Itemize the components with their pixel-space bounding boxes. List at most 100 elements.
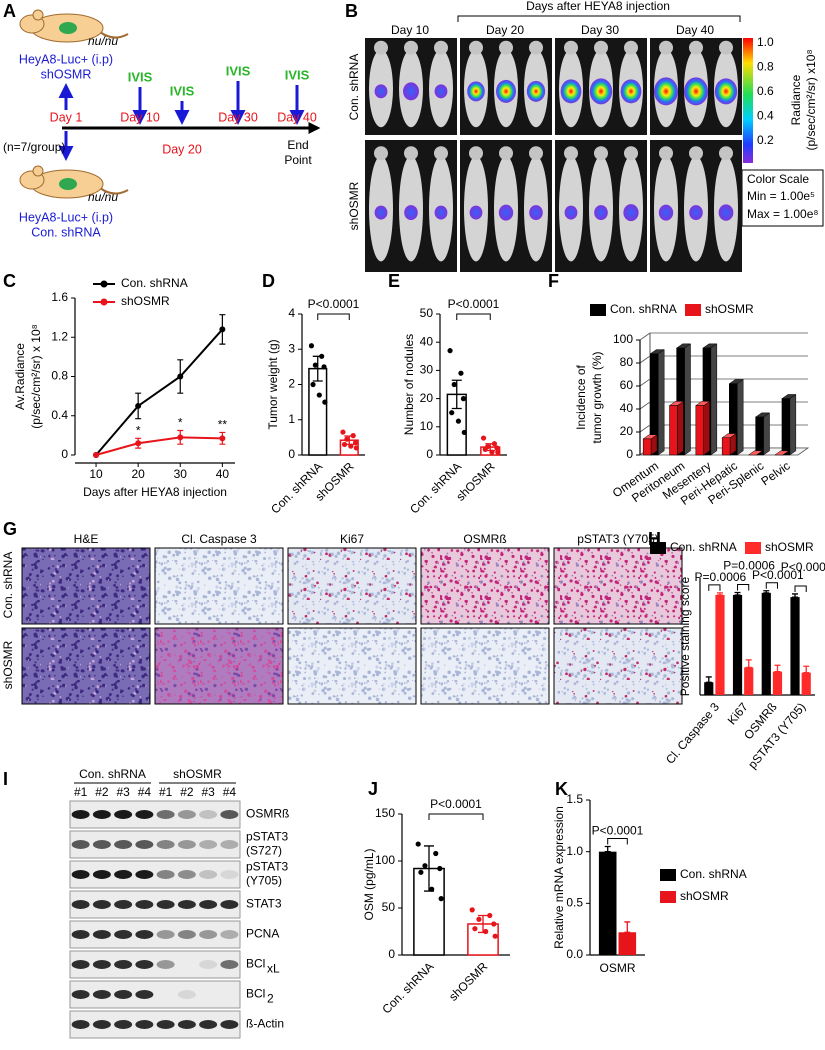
- y-tick-label: 0.8: [51, 369, 68, 383]
- y-tick-label: 60: [620, 378, 634, 392]
- p-value: P<0.0001: [752, 568, 804, 582]
- signal: [564, 205, 578, 220]
- color-scale-title: Color Scale: [747, 172, 809, 186]
- band: [71, 840, 90, 849]
- bar-side: [657, 349, 665, 456]
- band: [92, 870, 111, 879]
- legend-label: Con. shRNA: [670, 540, 737, 554]
- mouse-head: [434, 146, 448, 161]
- significance-bracket: [456, 313, 491, 320]
- point: [135, 440, 142, 447]
- y-tick-label: 1.6: [51, 290, 68, 304]
- row-label: Con. shRNA: [347, 54, 361, 121]
- day-label: Day 20: [486, 23, 524, 37]
- error-bar: [705, 676, 712, 683]
- point: [352, 440, 359, 446]
- x-tick-label: shOSMR: [446, 959, 491, 1004]
- y-tick-label: 0: [426, 447, 433, 461]
- band: [135, 810, 154, 819]
- signal: [658, 204, 674, 221]
- mouse-head: [564, 40, 578, 55]
- band: [156, 870, 175, 879]
- band: [114, 900, 133, 909]
- series-line: [95, 436, 223, 456]
- signal: [714, 78, 738, 105]
- p-value: P<0.0001: [448, 297, 500, 311]
- mouse-head: [469, 40, 483, 55]
- stain-label: pSTAT3 (Y705): [577, 532, 659, 546]
- band: [92, 840, 111, 849]
- colorbar-tick: 0.2: [757, 133, 774, 147]
- imaging-tag: IVIS: [226, 63, 251, 78]
- colorbar-title: (p/sec/cm²/sr) x10⁸: [804, 49, 818, 150]
- point: [492, 933, 498, 939]
- legend-label: Con. shRNA: [680, 867, 747, 881]
- mouse-head: [469, 146, 483, 161]
- signal: [684, 77, 708, 106]
- y-tick-label: 100: [613, 332, 633, 346]
- p-value: P=0.0006: [723, 559, 775, 573]
- colorbar-tick: 0.6: [757, 84, 774, 98]
- signal: [560, 79, 582, 104]
- stain-label: Ki67: [340, 532, 364, 546]
- significance-bracket: [794, 585, 807, 592]
- band: [220, 870, 239, 879]
- colorbar-tick: 0.4: [757, 109, 774, 123]
- lane-label: #4: [138, 785, 152, 799]
- point: [308, 343, 315, 349]
- annotation: *: [136, 423, 141, 437]
- bar: [695, 405, 704, 456]
- point: [341, 441, 348, 448]
- y-tick-label: 100: [375, 853, 395, 867]
- y-tick-label: 50: [420, 306, 434, 320]
- protein-label: (S727): [246, 844, 282, 858]
- band: [92, 960, 111, 969]
- band: [199, 1020, 218, 1029]
- mouse-head: [374, 146, 388, 161]
- colorbar: [743, 38, 753, 163]
- colorbar-tick: 1.0: [757, 35, 774, 49]
- protein-label-sub: xL: [267, 962, 280, 976]
- day-label: Day 10: [120, 110, 160, 124]
- band: [199, 840, 218, 849]
- group-label: Con. shRNA: [79, 767, 146, 781]
- y-axis-label: Positive staining score: [678, 576, 692, 696]
- micrograph: [21, 627, 151, 705]
- signal: [526, 80, 546, 102]
- band: [135, 960, 154, 969]
- point: [340, 429, 346, 435]
- imaging-tag: IVIS: [128, 69, 153, 84]
- mouse-head: [594, 40, 608, 55]
- y-tick-label: 1.0: [566, 844, 583, 858]
- band: [156, 1020, 175, 1029]
- band: [199, 930, 218, 939]
- y-tick-label: 80: [620, 355, 634, 369]
- panel-label: J: [368, 779, 378, 799]
- y-tick-label: 30: [420, 363, 434, 377]
- bracket: [457, 15, 741, 22]
- band: [135, 930, 154, 939]
- error-bar: [604, 845, 611, 853]
- band: [92, 810, 111, 819]
- legend-marker: [100, 298, 108, 306]
- error-bar: [716, 592, 723, 596]
- y-tick-label: 0: [388, 947, 395, 961]
- point: [469, 907, 475, 913]
- legend-label: shOSMR: [680, 889, 729, 903]
- p-value: P=0.0006: [695, 570, 747, 584]
- legend-label: shOSMR: [765, 540, 814, 554]
- micrograph: [553, 627, 683, 705]
- row-label: shOSMR: [347, 181, 361, 230]
- band: [156, 840, 175, 849]
- protein-label: OSMRß: [246, 807, 289, 821]
- mouse-head: [689, 146, 703, 161]
- signal: [434, 84, 448, 99]
- y-tick-label: 0: [288, 447, 295, 461]
- mouse-head: [499, 146, 513, 161]
- panel-label: D: [262, 271, 275, 291]
- signal: [469, 205, 483, 220]
- point: [177, 434, 184, 441]
- row-label: shOSMR: [1, 640, 15, 689]
- point: [321, 364, 327, 370]
